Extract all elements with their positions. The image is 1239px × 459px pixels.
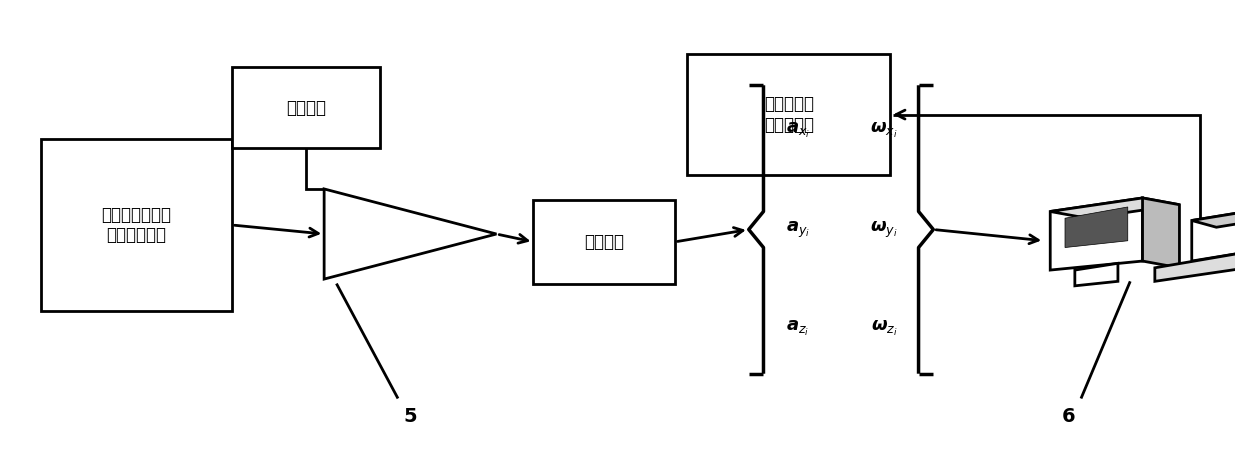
Polygon shape: [1051, 198, 1142, 270]
Polygon shape: [1066, 207, 1127, 247]
Text: 数据采集: 数据采集: [584, 233, 624, 251]
Bar: [533, 200, 675, 284]
Polygon shape: [1192, 212, 1239, 261]
Bar: [688, 54, 891, 175]
Text: 补偿后测点
位置及位移: 补偿后测点 位置及位移: [763, 95, 814, 134]
Text: $\boldsymbol{a}_{z_i}$: $\boldsymbol{a}_{z_i}$: [787, 319, 809, 338]
Text: $\boldsymbol{\omega}_{z_i}$: $\boldsymbol{\omega}_{z_i}$: [871, 319, 897, 338]
Text: $\boldsymbol{a}_{y_i}$: $\boldsymbol{a}_{y_i}$: [786, 219, 810, 240]
Polygon shape: [1192, 212, 1239, 227]
Text: 激光位移传感器
振动补偿平台: 激光位移传感器 振动补偿平台: [102, 206, 171, 244]
Polygon shape: [1142, 198, 1180, 268]
Bar: [41, 140, 232, 311]
Polygon shape: [325, 189, 497, 279]
Bar: [232, 67, 379, 148]
Polygon shape: [1075, 263, 1118, 286]
Polygon shape: [1155, 252, 1239, 281]
Text: 5: 5: [404, 407, 418, 426]
Text: $\boldsymbol{\omega}_{y_i}$: $\boldsymbol{\omega}_{y_i}$: [870, 219, 898, 240]
Text: 6: 6: [1062, 407, 1075, 426]
Text: $\boldsymbol{a}_{x_i}$: $\boldsymbol{a}_{x_i}$: [786, 121, 810, 140]
Text: $\boldsymbol{\omega}_{x_i}$: $\boldsymbol{\omega}_{x_i}$: [870, 121, 898, 140]
Polygon shape: [1051, 198, 1180, 218]
Text: 驱动电源: 驱动电源: [286, 99, 326, 117]
